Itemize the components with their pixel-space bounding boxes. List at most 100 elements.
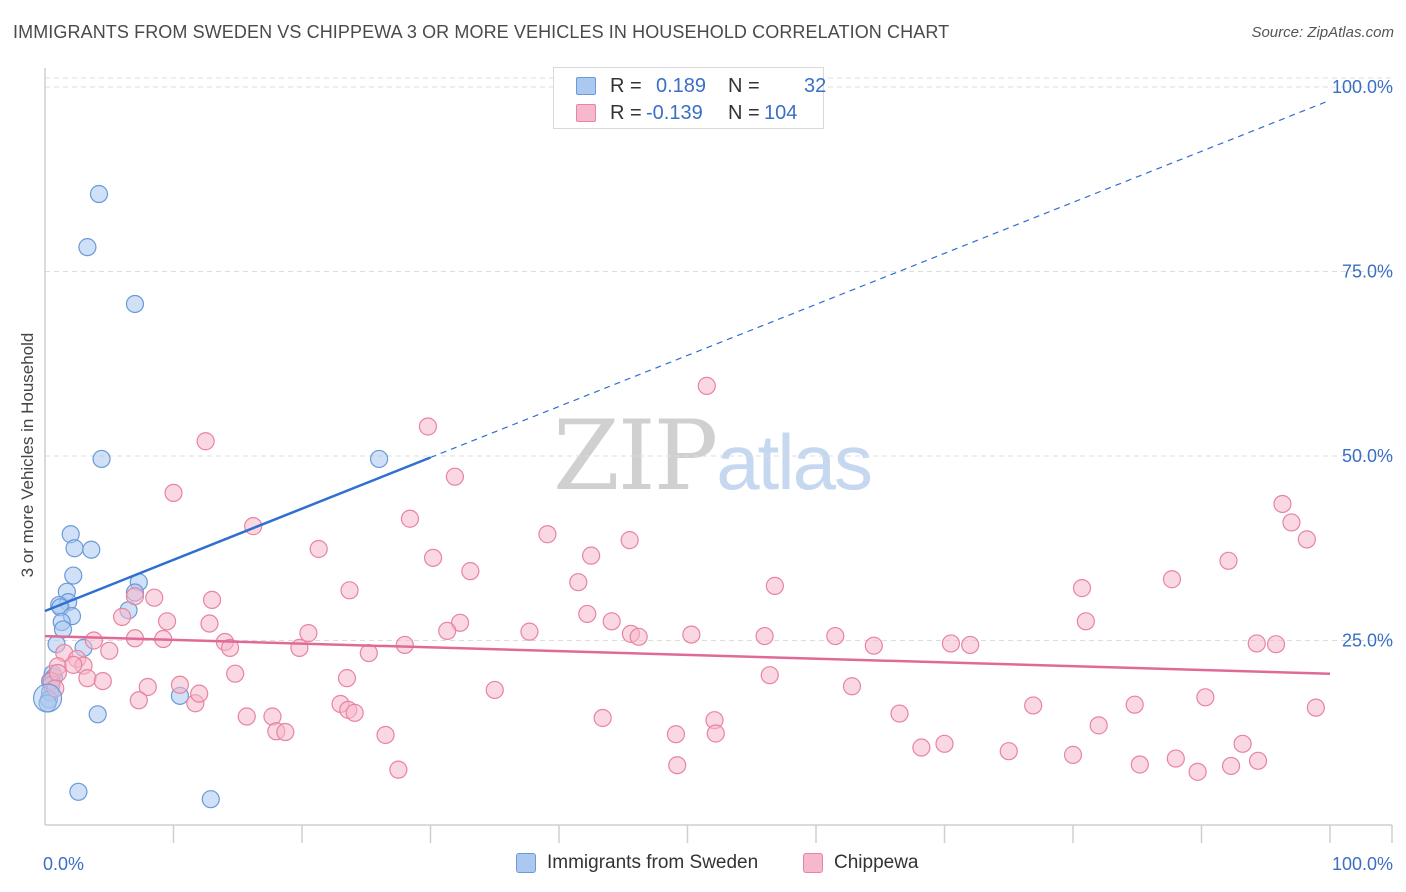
point-chippewa xyxy=(196,432,215,451)
n-label: N = xyxy=(728,75,760,97)
point-chippewa xyxy=(1273,494,1292,514)
point-chippewa xyxy=(220,638,240,657)
y-axis-label: 3 or more Vehicles in Household xyxy=(18,332,37,578)
point-chippewa xyxy=(461,562,480,581)
point-sweden xyxy=(69,782,88,801)
point-chippewa xyxy=(1125,695,1144,714)
point-chippewa xyxy=(395,635,414,655)
point-chippewa xyxy=(345,703,364,722)
point-chippewa xyxy=(1266,635,1286,654)
point-chippewa xyxy=(935,734,954,753)
point-chippewa xyxy=(438,621,457,641)
point-chippewa xyxy=(755,626,774,646)
stats-legend: R = 0.189 N = 32 R = -0.139 N = 104 xyxy=(553,67,826,129)
y-tick-label: 50.0% xyxy=(1342,446,1393,466)
y-tick-label: 100.0% xyxy=(1332,77,1393,97)
point-chippewa xyxy=(864,636,883,655)
point-chippewa xyxy=(485,680,504,700)
point-chippewa xyxy=(890,704,909,723)
point-sweden xyxy=(88,705,107,724)
point-chippewa xyxy=(765,576,784,595)
watermark-atlas: atlas xyxy=(716,418,873,506)
point-chippewa xyxy=(593,708,612,728)
point-chippewa xyxy=(129,691,148,710)
point-chippewa xyxy=(941,634,961,653)
point-chippewa xyxy=(1219,551,1238,570)
point-chippewa xyxy=(376,725,395,745)
point-chippewa xyxy=(706,724,725,743)
trendline-sweden xyxy=(44,456,431,613)
point-chippewa xyxy=(112,607,132,626)
point-chippewa xyxy=(629,627,648,646)
point-chippewa xyxy=(418,417,438,436)
point-chippewa xyxy=(668,756,687,775)
grid xyxy=(45,77,1392,641)
point-chippewa xyxy=(1162,570,1182,589)
point-chippewa xyxy=(1196,688,1215,707)
point-chippewa xyxy=(620,531,639,550)
point-chippewa xyxy=(520,622,539,641)
point-chippewa xyxy=(93,671,112,691)
point-sweden xyxy=(201,790,220,809)
point-chippewa xyxy=(666,725,686,744)
point-chippewa xyxy=(1089,716,1108,735)
r-value: -0.139 xyxy=(646,102,703,124)
point-chippewa xyxy=(760,666,779,685)
x-tick-label-min: 0.0% xyxy=(43,854,84,874)
point-chippewa xyxy=(359,643,378,663)
chart-title: IMMIGRANTS FROM SWEDEN VS CHIPPEWA 3 OR … xyxy=(13,22,950,42)
legend-swatch-sweden xyxy=(516,853,536,873)
point-chippewa xyxy=(1282,513,1301,532)
point-chippewa xyxy=(202,590,222,610)
point-chippewa xyxy=(697,376,716,395)
point-chippewa xyxy=(200,614,219,633)
point-chippewa xyxy=(826,626,845,646)
point-sweden xyxy=(64,566,83,585)
point-chippewa xyxy=(299,624,318,643)
tick-labels: 25.0% 50.0% 75.0% 100.0% 0.0% 100.0% xyxy=(43,77,1393,874)
point-chippewa xyxy=(538,525,557,544)
point-chippewa xyxy=(64,655,83,674)
point-chippewa xyxy=(1233,734,1252,753)
y-tick-label: 25.0% xyxy=(1342,631,1393,651)
point-chippewa xyxy=(1297,530,1316,549)
legend-swatch-chippewa xyxy=(576,104,596,122)
point-chippewa xyxy=(340,581,359,600)
point-chippewa xyxy=(337,669,357,688)
point-chippewa xyxy=(1076,612,1095,631)
n-value: 104 xyxy=(764,102,798,124)
point-chippewa xyxy=(1130,755,1149,774)
point-chippewa xyxy=(309,539,328,559)
point-chippewa xyxy=(145,588,164,607)
point-chippewa xyxy=(1072,579,1092,598)
point-chippewa xyxy=(999,742,1018,761)
point-chippewa xyxy=(164,483,183,502)
point-chippewa xyxy=(157,612,177,631)
point-chippewa xyxy=(423,548,443,567)
legend-label-chippewa: Chippewa xyxy=(834,852,919,873)
point-chippewa xyxy=(290,638,309,657)
point-chippewa xyxy=(961,635,980,655)
point-chippewa xyxy=(48,663,67,683)
point-chippewa xyxy=(237,707,256,726)
point-chippewa xyxy=(1248,751,1268,770)
n-label: N = xyxy=(728,102,760,124)
data-points xyxy=(32,184,1325,809)
point-chippewa xyxy=(100,641,119,660)
point-chippewa xyxy=(1166,749,1185,768)
legend-label-sweden: Immigrants from Sweden xyxy=(547,852,759,873)
point-chippewa xyxy=(582,546,601,565)
point-chippewa xyxy=(1221,756,1241,776)
point-chippewa xyxy=(400,509,420,528)
point-chippewa xyxy=(190,684,209,703)
point-sweden xyxy=(65,539,84,558)
point-sweden xyxy=(370,449,389,469)
point-chippewa xyxy=(445,467,465,486)
point-chippewa xyxy=(682,625,701,644)
point-chippewa xyxy=(1247,634,1266,653)
point-chippewa xyxy=(125,587,145,606)
point-chippewa xyxy=(450,613,470,632)
point-sweden xyxy=(92,449,111,469)
point-chippewa xyxy=(1306,698,1325,717)
point-chippewa xyxy=(578,604,597,624)
